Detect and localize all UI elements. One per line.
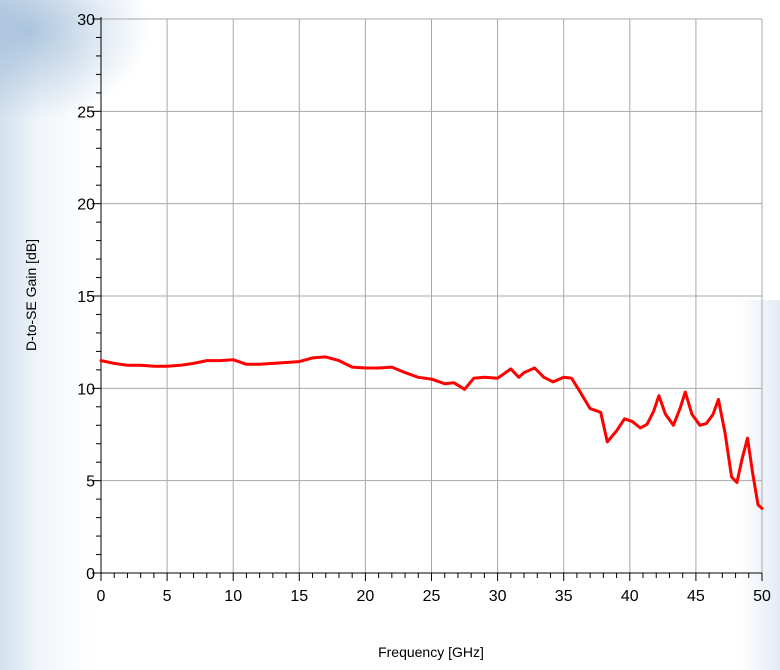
x-tick-label-40: 40 <box>621 588 639 605</box>
x-tick-labels: 0 5 10 15 20 25 30 35 40 45 50 <box>97 588 771 605</box>
y-tick-label-25: 25 <box>77 104 95 121</box>
y-tick-label-10: 10 <box>77 381 95 398</box>
y-tick-label-20: 20 <box>77 197 95 214</box>
y-tick-label-15: 15 <box>77 289 95 306</box>
x-tick-label-0: 0 <box>97 588 106 605</box>
x-tick-label-30: 30 <box>489 588 507 605</box>
x-tick-label-45: 45 <box>687 588 705 605</box>
x-axis-title: Frequency [GHz] <box>378 644 484 660</box>
gain-series-line <box>99 355 764 510</box>
y-axis-title: D-to-SE Gain [dB] <box>23 239 39 351</box>
y-tick-label-0: 0 <box>86 566 95 583</box>
background-gradient-right <box>740 300 780 670</box>
x-tick-label-10: 10 <box>224 588 242 605</box>
x-tick-label-15: 15 <box>290 588 308 605</box>
y-tick-label-30: 30 <box>77 12 95 29</box>
x-tick-label-5: 5 <box>163 588 172 605</box>
x-tick-label-20: 20 <box>357 588 375 605</box>
minor-ticks <box>92 18 763 581</box>
axes <box>100 17 762 574</box>
y-tick-label-5: 5 <box>86 474 95 491</box>
x-tick-label-25: 25 <box>423 588 441 605</box>
x-tick-label-35: 35 <box>555 588 573 605</box>
y-tick-labels: 0 5 10 15 20 25 30 <box>77 12 95 583</box>
grid-lines <box>101 18 763 573</box>
x-tick-label-50: 50 <box>753 588 771 605</box>
